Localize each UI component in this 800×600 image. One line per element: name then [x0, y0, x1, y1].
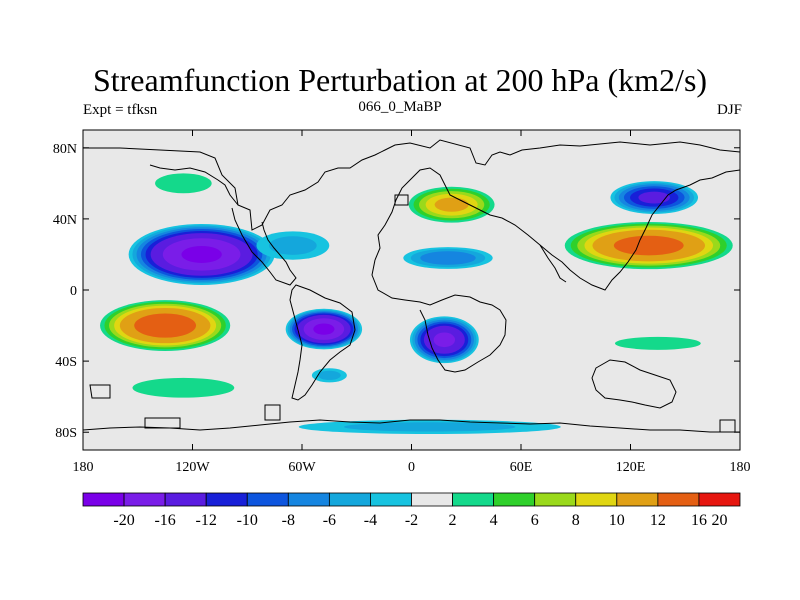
- x-tick-label: 120W: [175, 460, 210, 475]
- colorbar-swatch: [575, 492, 618, 507]
- contour-feature: [285, 308, 363, 350]
- x-tick-label: 0: [408, 460, 415, 475]
- figure-title: Streamfunction Perturbation at 200 hPa (…: [92, 62, 708, 98]
- colorbar-label: 6: [531, 512, 539, 529]
- contour-feature: [610, 181, 699, 214]
- experiment-label: Expt = tfksn: [83, 102, 158, 118]
- colorbar-swatch: [370, 492, 412, 507]
- map-axes: 180 120W 60W 0 60E 120E 180 80N 40N 0 40S 80S: [53, 130, 751, 475]
- contour-feature: [145, 170, 222, 197]
- colorbar-swatch: [657, 492, 700, 507]
- contour-level: [317, 370, 341, 380]
- colorbar-swatch: [493, 492, 536, 507]
- colorbar-label: -20: [113, 512, 134, 529]
- x-tick-label: 60E: [510, 460, 533, 475]
- colorbar-swatch: [328, 492, 371, 507]
- colorbar-label: -2: [405, 512, 418, 529]
- colorbar-swatch: [452, 492, 495, 507]
- contour-feature: [404, 184, 499, 225]
- contour-feature: [311, 368, 347, 383]
- x-tick-label: 180: [730, 460, 751, 475]
- contour-level: [181, 245, 222, 263]
- y-tick-label: 80N: [53, 142, 77, 157]
- y-tick-label: 0: [70, 284, 77, 299]
- contour-level: [613, 235, 684, 256]
- contour-level: [434, 197, 469, 212]
- colorbar-swatch: [534, 492, 577, 507]
- colorbar-label: -4: [364, 512, 377, 529]
- colorbar-label: 12: [650, 512, 666, 529]
- colorbar-swatch: [123, 492, 166, 507]
- colorbar-swatch: [82, 492, 125, 507]
- contour-feature: [115, 374, 252, 402]
- colorbar-label: -6: [323, 512, 336, 529]
- contour-feature: [128, 223, 275, 285]
- x-tick-label: 180: [73, 460, 94, 475]
- colorbar-label: 2: [449, 512, 457, 529]
- colorbar-swatch: [164, 492, 207, 507]
- contour-level: [343, 422, 516, 432]
- contour-level: [313, 323, 335, 335]
- colorbar-label: 10: [609, 512, 625, 529]
- colorbar-swatch: [616, 492, 659, 507]
- contour-level: [269, 236, 317, 255]
- contour-feature: [403, 247, 493, 269]
- colorbar-swatch: [698, 492, 741, 507]
- case-label: 066_0_MaBP: [358, 99, 442, 115]
- coastlines: [83, 139, 740, 433]
- x-tick-label: 60W: [288, 460, 316, 475]
- contour-level: [469, 370, 519, 387]
- colorbar-label: 16: [691, 512, 707, 529]
- streamfunction-field: [95, 170, 739, 434]
- contour-level: [433, 332, 456, 348]
- colorbar-label: -16: [154, 512, 175, 529]
- colorbar-swatch: [246, 492, 289, 507]
- colorbar-swatch: [205, 492, 248, 507]
- colorbar-label: -10: [237, 512, 258, 529]
- contour-level: [614, 336, 701, 350]
- colorbar-label: 20: [711, 512, 727, 529]
- season-label: DJF: [716, 102, 742, 118]
- colorbar-label: -12: [196, 512, 217, 529]
- colorbar-swatch: [411, 492, 453, 507]
- colorbar-label: 8: [572, 512, 580, 529]
- contour-level: [132, 377, 235, 398]
- contour-feature: [298, 419, 561, 434]
- colorbar-label: -8: [282, 512, 295, 529]
- x-tick-label: 120E: [616, 460, 646, 475]
- contour-feature: [256, 231, 330, 260]
- contour-level: [638, 191, 671, 204]
- contour-feature: [95, 298, 235, 353]
- y-tick-label: 40S: [55, 355, 77, 370]
- contour-level: [420, 251, 476, 265]
- contour-feature: [559, 220, 739, 271]
- y-tick-label: 80S: [55, 426, 77, 441]
- contour-level: [155, 173, 212, 194]
- colorbar-label: 4: [490, 512, 498, 529]
- contour-feature: [469, 370, 519, 387]
- contour-feature: [592, 333, 724, 354]
- contour-level: [134, 313, 197, 338]
- y-tick-label: 40N: [53, 213, 77, 228]
- contour-feature: [409, 316, 479, 364]
- colorbar-swatch: [287, 492, 330, 507]
- colorbar: -20 -16 -12 -10 -8 -6 -4 -2 2 4 6 8 10 12 16 20: [82, 492, 741, 529]
